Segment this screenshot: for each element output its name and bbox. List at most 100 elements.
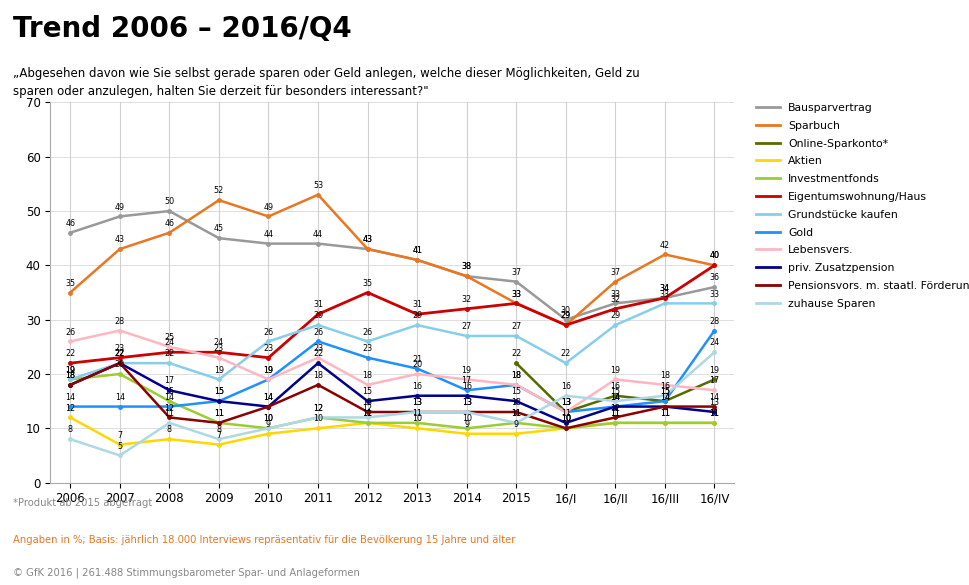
Text: 36: 36	[708, 273, 719, 282]
Text: 19: 19	[708, 366, 719, 374]
Text: 13: 13	[461, 398, 471, 407]
Text: 12: 12	[313, 404, 323, 412]
Text: 44: 44	[313, 230, 323, 239]
Text: 14: 14	[65, 393, 76, 402]
Text: sparen oder anzulegen, halten Sie derzeit für besonders interessant?": sparen oder anzulegen, halten Sie derzei…	[13, 85, 427, 98]
Text: 33: 33	[511, 290, 520, 298]
Text: 8: 8	[216, 425, 221, 434]
Text: 29: 29	[412, 311, 422, 320]
Text: 43: 43	[114, 235, 125, 244]
Text: 11: 11	[659, 409, 670, 418]
Text: 11: 11	[362, 409, 372, 418]
Text: 40: 40	[708, 252, 719, 260]
Text: 29: 29	[313, 311, 323, 320]
Text: 22: 22	[114, 349, 125, 358]
Text: 31: 31	[313, 300, 323, 309]
Text: 28: 28	[114, 316, 125, 326]
Text: Trend 2006 – 2016/Q4: Trend 2006 – 2016/Q4	[13, 15, 351, 43]
Text: 27: 27	[511, 322, 521, 331]
Text: 15: 15	[659, 387, 670, 396]
Text: 14: 14	[164, 393, 174, 402]
Text: 23: 23	[362, 344, 372, 353]
Text: 15: 15	[362, 387, 372, 396]
Text: 14: 14	[610, 393, 620, 402]
Text: 43: 43	[362, 235, 372, 244]
Text: 13: 13	[708, 398, 719, 407]
Text: 12: 12	[65, 404, 76, 412]
Text: 25: 25	[164, 333, 174, 342]
Text: 15: 15	[511, 387, 520, 396]
Text: 13: 13	[560, 398, 570, 407]
Text: 10: 10	[412, 414, 422, 424]
Text: 13: 13	[412, 398, 422, 407]
Text: 12: 12	[362, 404, 372, 412]
Text: 10: 10	[560, 414, 570, 424]
Text: 35: 35	[65, 278, 76, 288]
Text: 11: 11	[164, 409, 174, 418]
Text: 10: 10	[560, 414, 570, 424]
Text: 40: 40	[708, 252, 719, 260]
Text: 26: 26	[362, 328, 372, 336]
Text: 52: 52	[213, 186, 224, 195]
Text: 15: 15	[213, 387, 224, 396]
Text: 12: 12	[313, 404, 323, 412]
Text: 17: 17	[461, 376, 471, 386]
Text: 11: 11	[708, 409, 719, 418]
Text: 22: 22	[114, 349, 125, 358]
Text: 7: 7	[216, 431, 221, 440]
Text: 10: 10	[313, 414, 323, 424]
Legend: Bausparvertrag, Sparbuch, Online-Sparkonto*, Aktien, Investmentfonds, Eigentumsw: Bausparvertrag, Sparbuch, Online-Sparkon…	[751, 99, 969, 313]
Text: 28: 28	[708, 316, 719, 326]
Text: 10: 10	[264, 414, 273, 424]
Text: 45: 45	[213, 224, 224, 233]
Text: 32: 32	[610, 295, 620, 304]
Text: 27: 27	[461, 322, 471, 331]
Text: 19: 19	[264, 366, 273, 374]
Text: 19: 19	[65, 366, 76, 374]
Text: 15: 15	[213, 387, 224, 396]
Text: 7: 7	[117, 431, 122, 440]
Text: 16: 16	[659, 382, 670, 391]
Text: 15: 15	[610, 387, 620, 396]
Text: 24: 24	[164, 338, 174, 347]
Text: 8: 8	[68, 425, 73, 434]
Text: 20: 20	[114, 360, 125, 369]
Text: 18: 18	[362, 371, 372, 380]
Text: 15: 15	[164, 387, 174, 396]
Text: 14: 14	[659, 393, 670, 402]
Text: 34: 34	[659, 284, 670, 293]
Text: 26: 26	[65, 328, 76, 336]
Text: 10: 10	[461, 414, 471, 424]
Text: 18: 18	[659, 371, 670, 380]
Text: 9: 9	[266, 420, 270, 429]
Text: 26: 26	[264, 328, 273, 336]
Text: 46: 46	[65, 219, 76, 228]
Text: 5: 5	[117, 442, 122, 450]
Text: 22: 22	[164, 349, 174, 358]
Text: 15: 15	[659, 387, 670, 396]
Text: 11: 11	[708, 409, 719, 418]
Text: 37: 37	[610, 268, 620, 277]
Text: 9: 9	[514, 420, 518, 429]
Text: 21: 21	[412, 355, 422, 364]
Text: 22: 22	[65, 349, 76, 358]
Text: 11: 11	[214, 409, 224, 418]
Text: 11: 11	[610, 409, 620, 418]
Text: 23: 23	[264, 344, 273, 353]
Text: 14: 14	[610, 393, 620, 402]
Text: 19: 19	[461, 366, 471, 374]
Text: 13: 13	[412, 398, 422, 407]
Text: Angaben in %; Basis: jährlich 18.000 Interviews repräsentativ für die Bevölkerun: Angaben in %; Basis: jährlich 18.000 Int…	[13, 535, 515, 545]
Text: 11: 11	[214, 409, 224, 418]
Text: 24: 24	[708, 338, 719, 347]
Text: 33: 33	[659, 290, 670, 298]
Text: 22: 22	[313, 349, 323, 358]
Text: 19: 19	[65, 366, 76, 374]
Text: 29: 29	[560, 311, 571, 320]
Text: 16: 16	[412, 382, 422, 391]
Text: 29: 29	[610, 311, 620, 320]
Text: 30: 30	[560, 306, 570, 315]
Text: 20: 20	[412, 360, 422, 369]
Text: 11: 11	[412, 409, 422, 418]
Text: *Produkt ab 2015 abgefragt: *Produkt ab 2015 abgefragt	[13, 498, 152, 508]
